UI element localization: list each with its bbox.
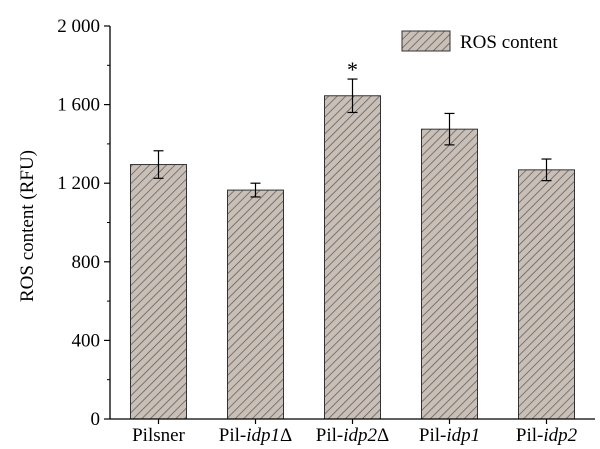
x-tick-label-1: Pil-idp1Δ bbox=[219, 425, 292, 446]
legend-label: ROS content bbox=[460, 32, 558, 53]
y-tick-label-0: 0 bbox=[91, 409, 101, 430]
bar-0 bbox=[130, 164, 187, 420]
x-tick-label-0: Pilsner bbox=[132, 425, 185, 446]
bar-1 bbox=[227, 189, 284, 420]
y-tick-label-2: 800 bbox=[72, 252, 101, 273]
y-tick-label-3: 1 200 bbox=[57, 173, 100, 194]
x-tick-label-4: Pil-idp2 bbox=[516, 425, 578, 446]
x-tick-label-2: Pil-idp2Δ bbox=[316, 425, 389, 446]
bar-2 bbox=[324, 95, 381, 420]
x-tick-label-3: Pil-idp1 bbox=[419, 425, 480, 446]
y-axis-title: ROS content (RFU) bbox=[17, 150, 38, 302]
legend-swatch bbox=[401, 30, 451, 52]
significance-marker-0: * bbox=[347, 57, 358, 82]
legend: ROS content bbox=[401, 30, 558, 53]
bar-4 bbox=[518, 169, 575, 420]
y-tick-label-1: 400 bbox=[72, 330, 101, 351]
y-tick-label-5: 2 000 bbox=[57, 16, 100, 37]
y-tick-label-4: 1 600 bbox=[57, 95, 100, 116]
bar-3 bbox=[421, 128, 478, 420]
